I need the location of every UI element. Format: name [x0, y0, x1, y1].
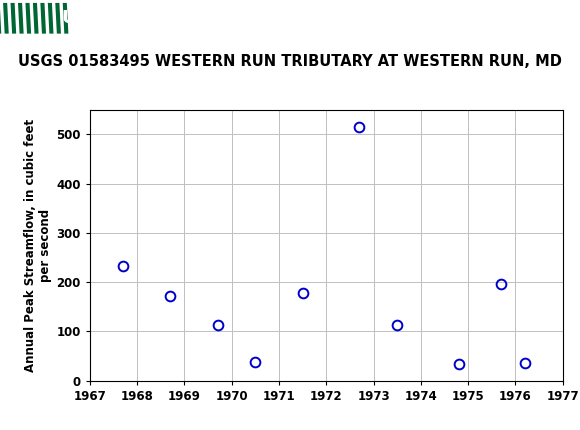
Polygon shape — [63, 3, 68, 34]
Polygon shape — [33, 3, 38, 34]
Text: USGS: USGS — [61, 9, 116, 27]
Polygon shape — [10, 3, 16, 34]
Text: USGS 01583495 WESTERN RUN TRIBUTARY AT WESTERN RUN, MD: USGS 01583495 WESTERN RUN TRIBUTARY AT W… — [18, 54, 562, 69]
Polygon shape — [0, 3, 1, 34]
Polygon shape — [48, 3, 53, 34]
Polygon shape — [26, 3, 31, 34]
Polygon shape — [18, 3, 24, 34]
Polygon shape — [3, 3, 9, 34]
Bar — [5, 3, 57, 34]
Y-axis label: Annual Peak Streamflow, in cubic feet
per second: Annual Peak Streamflow, in cubic feet pe… — [24, 119, 52, 372]
Polygon shape — [55, 3, 61, 34]
Polygon shape — [41, 3, 46, 34]
